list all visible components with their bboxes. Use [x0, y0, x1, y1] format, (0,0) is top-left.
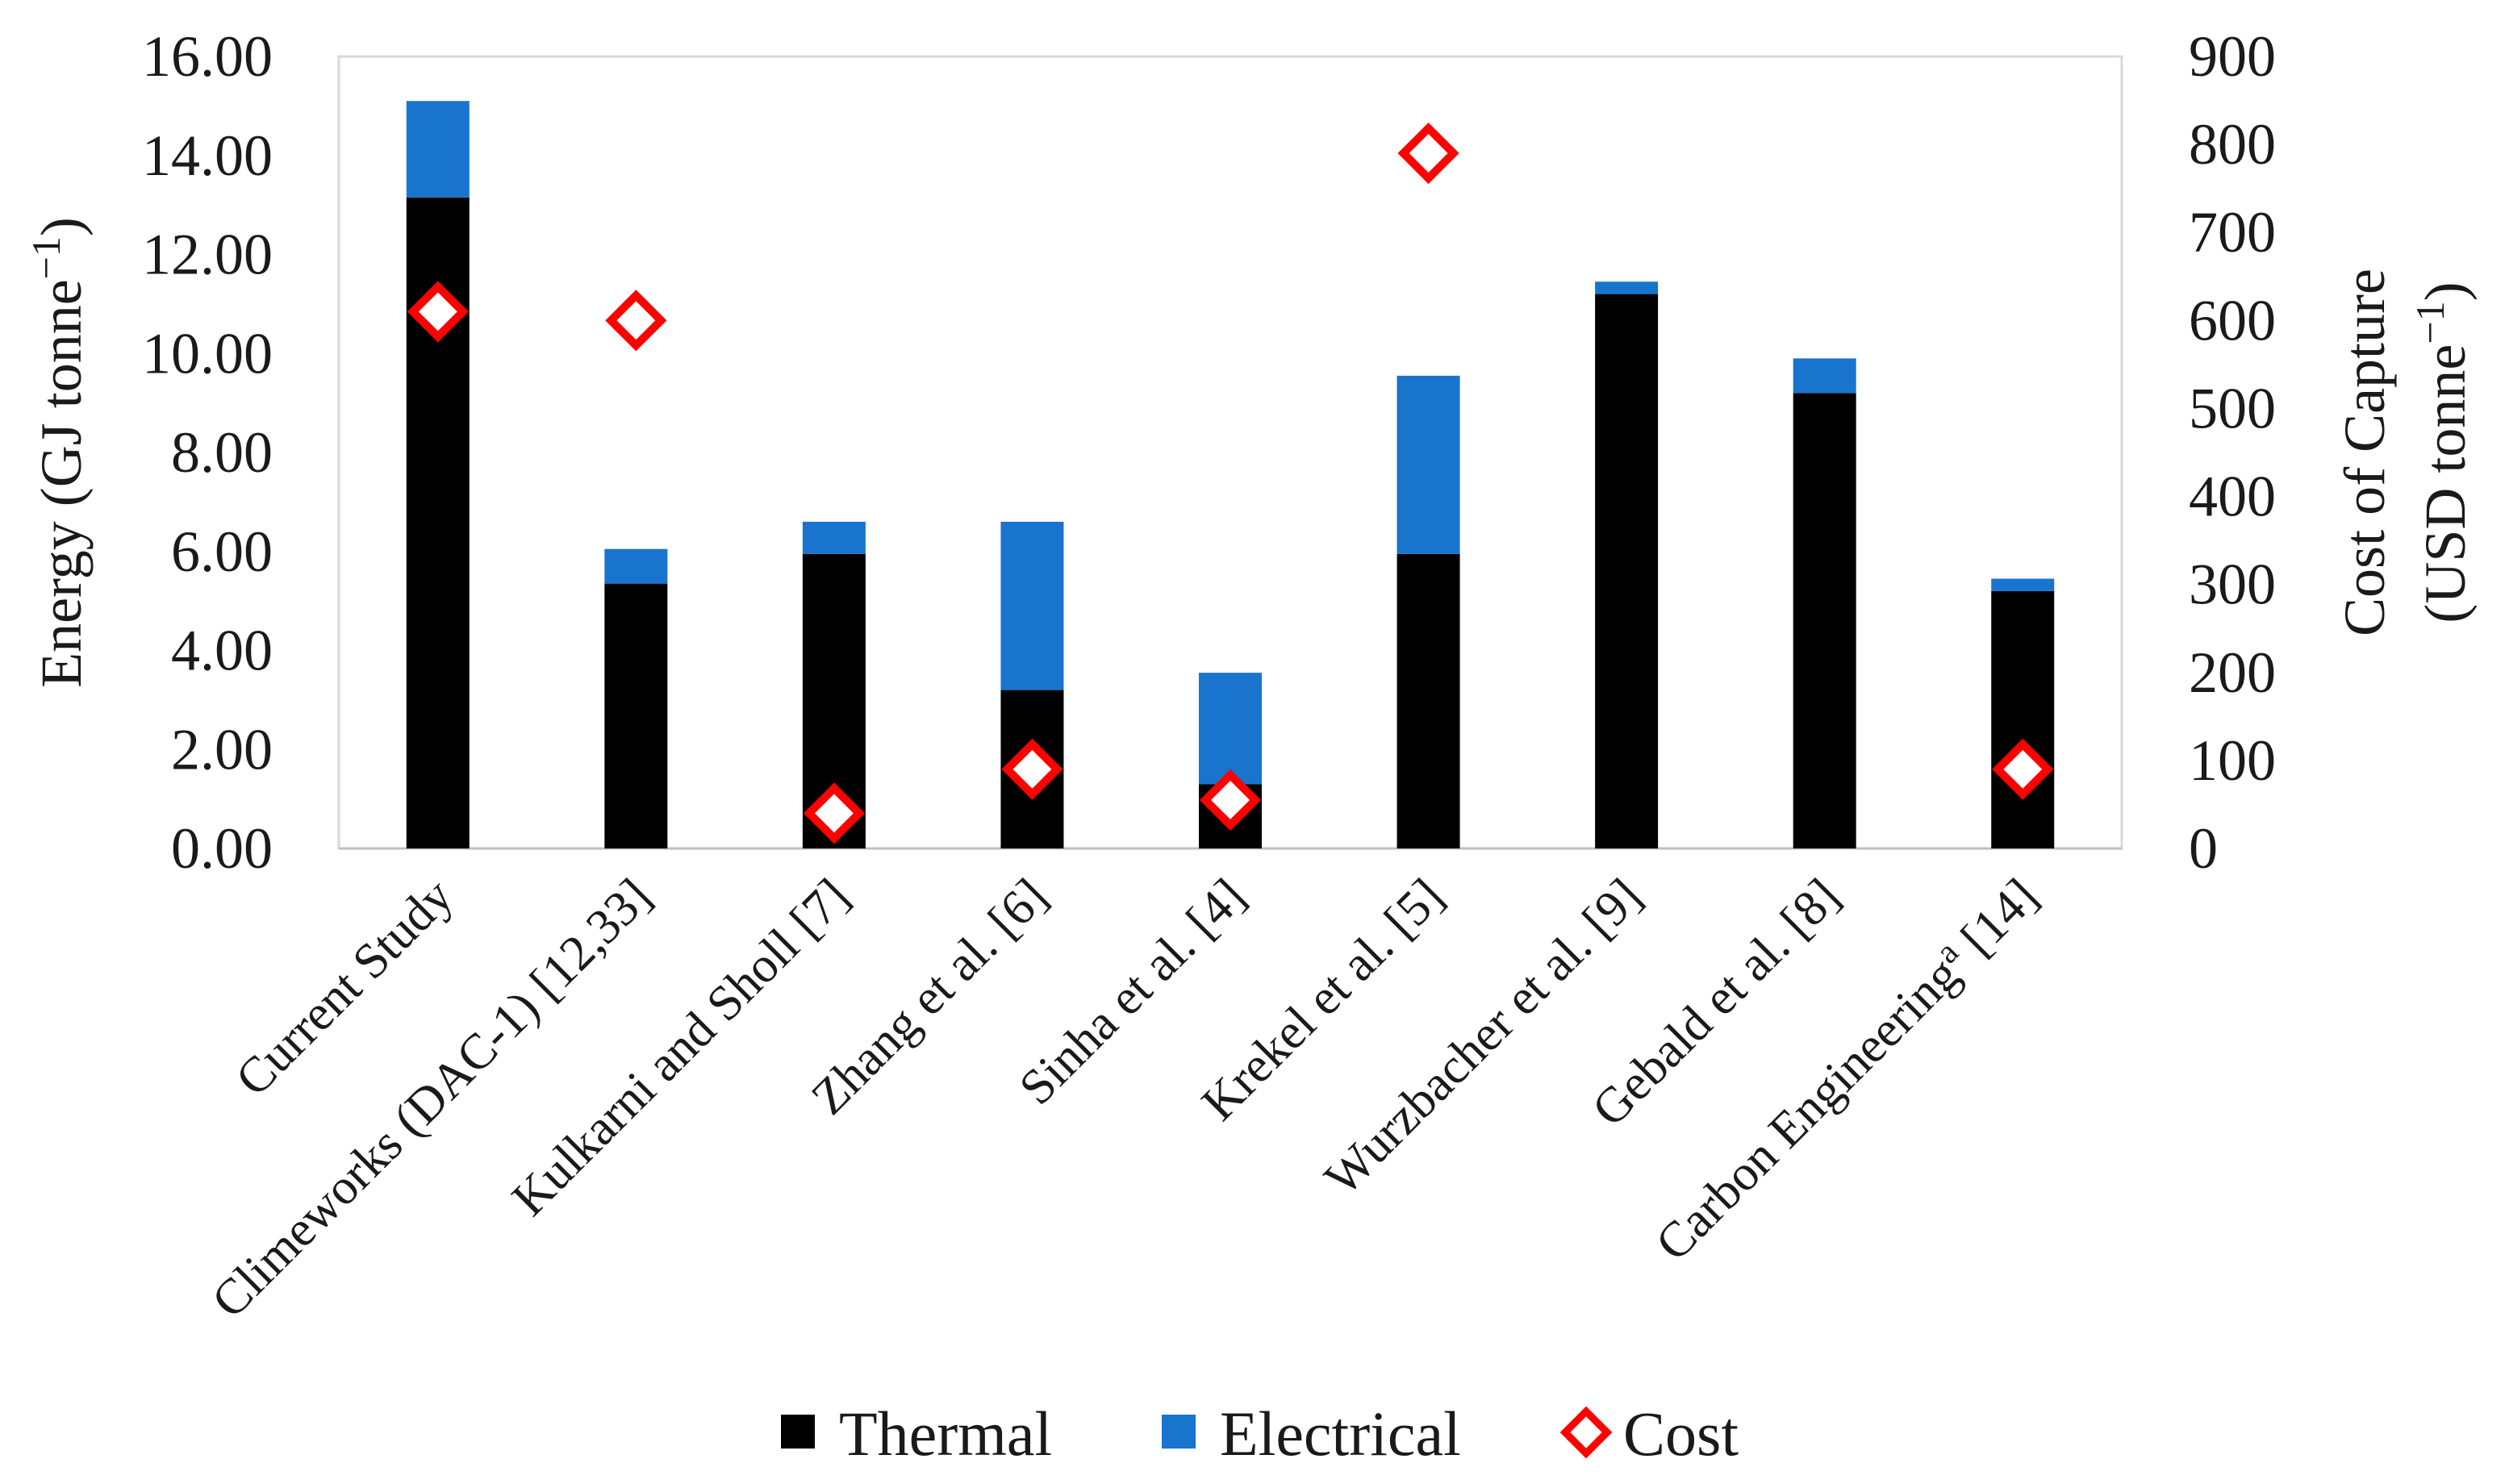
bar-thermal-7: [1793, 393, 1856, 849]
cost-marker-0: [407, 281, 469, 343]
right-tick-label: 400: [2189, 465, 2276, 529]
left-tick-label: 12.00: [142, 223, 273, 287]
right-tick-label: 200: [2189, 640, 2276, 705]
left-tick-label: 2.00: [171, 717, 273, 782]
category-label-8: Carbon Engineeringa [14]: [1643, 866, 2048, 1271]
bar-electrical-5: [1397, 375, 1460, 554]
cost-marker-2: [803, 782, 865, 844]
left-tick-label: 14.00: [142, 123, 273, 188]
cost-marker-1: [605, 290, 667, 352]
right-tick-label: 0: [2189, 816, 2218, 881]
bar-electrical-8: [1991, 578, 2055, 591]
cost-markers-layer: [407, 122, 2054, 844]
left-tick-label: 10.00: [142, 321, 273, 386]
left-tick-label: 4.00: [171, 619, 273, 683]
right-tick-label: 300: [2189, 552, 2276, 617]
legend-swatch-electrical: [1162, 1415, 1196, 1449]
right-axis-title-line2: (USD tonne−1): [2407, 281, 2478, 623]
bar-thermal-1: [604, 583, 668, 848]
cost-marker-8: [1992, 738, 2054, 800]
right-tick-label: 500: [2189, 376, 2276, 440]
right-tick-label: 900: [2189, 24, 2276, 89]
right-tick-label: 600: [2189, 288, 2276, 352]
bar-thermal-5: [1397, 553, 1460, 848]
cost-marker-5: [1397, 122, 1459, 185]
bar-electrical-3: [1000, 521, 1064, 690]
bar-electrical-1: [604, 548, 668, 584]
bar-thermal-6: [1595, 294, 1659, 849]
bar-electrical-6: [1595, 281, 1659, 294]
right-tick-label: 800: [2189, 112, 2276, 177]
right-axis-ticks: 0 100 200 300 400 500 600 700 800 900: [2189, 24, 2276, 881]
legend-label-electrical: Electrical: [1220, 1399, 1461, 1469]
left-axis-ticks: 0.00 2.00 4.00 6.00 8.00 10.00 12.00 14.00 16.00: [142, 24, 273, 881]
legend-label-thermal: Thermal: [839, 1399, 1052, 1469]
bar-electrical-4: [1199, 673, 1262, 785]
legend-cost-diamond-icon: [1559, 1406, 1613, 1459]
right-tick-label: 700: [2189, 200, 2276, 265]
category-label-2: Kulkarni and Sholl [7]: [502, 869, 860, 1227]
right-tick-label: 100: [2189, 728, 2276, 793]
bars-layer: [406, 101, 2055, 849]
bar-electrical-7: [1793, 358, 1856, 394]
legend-swatch-thermal: [781, 1415, 815, 1449]
left-tick-label: 0.00: [171, 816, 273, 881]
legend: Thermal Electrical Cost: [781, 1399, 1739, 1469]
left-tick-label: 16.00: [142, 24, 273, 89]
bar-electrical-0: [406, 101, 470, 198]
right-axis-title-line1: Cost of Capture: [2332, 269, 2397, 636]
left-axis-title: Energy (GJ tonne−1): [23, 217, 94, 688]
bar-electrical-2: [802, 521, 866, 554]
legend-label-cost: Cost: [1623, 1399, 1739, 1469]
left-tick-label: 8.00: [171, 420, 273, 485]
bar-thermal-8: [1991, 590, 2055, 848]
cost-marker-4: [1199, 769, 1262, 832]
cost-marker-3: [1001, 738, 1063, 800]
left-tick-label: 6.00: [171, 519, 273, 584]
